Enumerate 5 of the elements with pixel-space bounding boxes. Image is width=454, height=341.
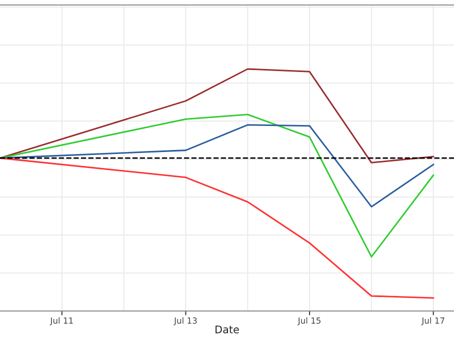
x-tick-label: Jul 11	[50, 317, 73, 326]
x-axis-title: Date	[216, 326, 239, 334]
x-tick-label: Jul 17	[421, 317, 444, 326]
x-tick-label: Jul 15	[297, 317, 320, 326]
x-tick-label: Jul 13	[174, 317, 197, 326]
